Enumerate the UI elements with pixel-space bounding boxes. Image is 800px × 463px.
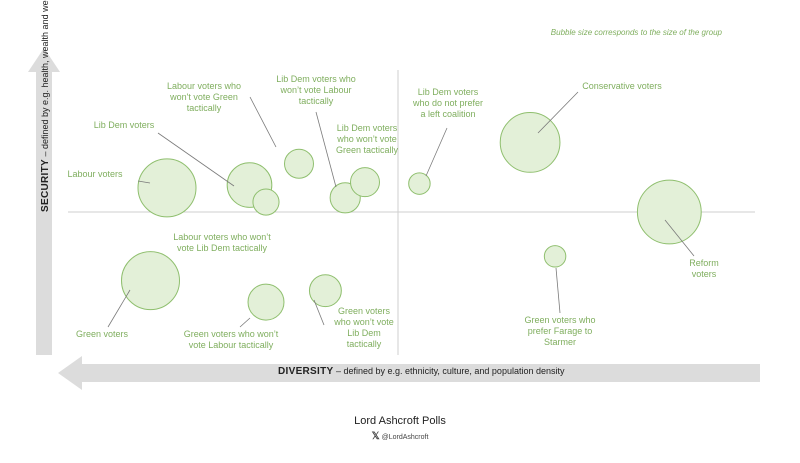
bubble xyxy=(499,112,561,173)
bubble-label: Reform voters xyxy=(689,258,719,279)
bubble-label-line: Starmer xyxy=(544,337,576,347)
footer-title: Lord Ashcroft Polls xyxy=(354,415,446,427)
leader-line xyxy=(664,219,695,257)
bubble-label: Green voters who won’t vote Labour tactic… xyxy=(184,329,279,350)
bubble-label-line: vote Lib Dem tactically xyxy=(177,243,268,253)
bubble-label-line: won’t vote Labour xyxy=(279,85,351,95)
bubble-label-line: Green voters xyxy=(76,329,129,339)
bubble-label-line: Green voters who won’t xyxy=(184,329,279,339)
leader-lines xyxy=(107,91,695,328)
x-axis-title: DIVERSITY xyxy=(278,366,334,377)
bubble-label-line: Labour voters who won’t xyxy=(173,232,271,242)
bubble-label: Lib Dem voters who won’t vote Green tactic… xyxy=(336,123,399,155)
bubble-label-line: who won’t vote xyxy=(333,317,394,327)
bubble-label-line: Labour voters who xyxy=(167,81,241,91)
label-layer: Labour voters Lib Dem voters Labour voters… xyxy=(67,74,718,350)
bubble-label: Conservative voters xyxy=(582,81,662,91)
footer-handle: @LordAshcroft xyxy=(381,434,429,441)
bubble-label: Lib Dem voters who won’t vote Labour tacti… xyxy=(276,74,356,106)
bubble-label-line: won't vote Green xyxy=(169,92,238,102)
bubble-label-line: who do not prefer xyxy=(412,98,483,108)
bubble-label-line: Green voters who xyxy=(524,315,595,325)
x-axis-arrow xyxy=(58,356,760,390)
bubble-label-line: tactically xyxy=(347,339,382,349)
leader-line xyxy=(315,111,337,188)
bubble xyxy=(247,283,285,321)
bubble xyxy=(121,251,180,311)
bubble-label-line: vote Labour tactically xyxy=(189,340,274,350)
bubble-label: Green voters xyxy=(76,329,129,339)
bubble xyxy=(284,148,314,179)
bubble xyxy=(636,179,702,245)
bubble-label-line: Reform xyxy=(689,258,719,268)
bubble-label-line: Lib Dem voters who xyxy=(276,74,356,84)
y-axis-label: SECURITY – defined by e.g. health, wealt… xyxy=(40,0,54,212)
bubble-label-line: who won’t vote xyxy=(336,134,397,144)
leader-line xyxy=(107,289,131,328)
bubble xyxy=(543,245,567,268)
size-note: Bubble size corresponds to the size of t… xyxy=(550,28,722,37)
bubble-label-line: Green voters xyxy=(338,306,391,316)
bubble-label-line: voters xyxy=(692,269,717,279)
bubble-label-line: Lib Dem voters xyxy=(418,87,479,97)
bubble-layer xyxy=(121,112,702,321)
bubble-label-line: tactically xyxy=(187,103,222,113)
bubble-label: Labour voters who won’t vote Lib Dem tact… xyxy=(173,232,271,253)
y-axis-arrow xyxy=(28,48,60,355)
bubble xyxy=(252,188,280,216)
y-axis-description: – defined by e.g. health, wealth and wel… xyxy=(40,0,50,160)
bubble xyxy=(350,167,380,198)
axis-arrows xyxy=(28,48,760,390)
bubble-label-line: Lib Dem voters xyxy=(94,120,155,130)
bubble xyxy=(308,274,342,308)
bubble-label-line: Conservative voters xyxy=(582,81,662,91)
bubble-label-line: tactically xyxy=(299,96,334,106)
bubble-label: Green voters who won’t vote Lib Dem tactica… xyxy=(333,306,394,349)
y-axis-title: SECURITY xyxy=(40,159,51,212)
footer-handle-row: 𝕏 @LordAshcroft xyxy=(0,431,800,442)
bubble-label-line: prefer Farage to xyxy=(528,326,593,336)
bubble-label: Lib Dem voters xyxy=(94,120,155,130)
leader-line xyxy=(157,132,235,187)
leader-line xyxy=(137,180,151,184)
x-axis-description: – defined by e.g. ethnicity, culture, an… xyxy=(333,366,565,376)
bubble-label: Labour voters who won't vote Green tactica… xyxy=(167,81,241,113)
bubble xyxy=(408,172,431,195)
x-logo-icon: 𝕏 xyxy=(371,431,380,442)
bubble-label-line: Lib Dem voters xyxy=(337,123,398,133)
leader-line xyxy=(425,127,448,177)
bubble-label: Lib Dem voters who do not prefer a left co… xyxy=(412,87,483,119)
leader-line xyxy=(249,96,277,148)
leader-line xyxy=(537,91,579,134)
bubble-label-line: Lib Dem xyxy=(347,328,381,338)
bubble-label-line: Labour voters xyxy=(67,169,123,179)
bubble-label-line: Green tactically xyxy=(336,145,399,155)
bubble xyxy=(137,158,197,218)
bubble-label: Green voters who prefer Farage to Starmer xyxy=(524,315,595,347)
leader-line xyxy=(239,317,251,328)
leader-line xyxy=(555,267,561,314)
bubble-label: Labour voters xyxy=(67,169,123,179)
bubble-label-line: a left coalition xyxy=(420,109,475,119)
x-axis-label: DIVERSITY – defined by e.g. ethnicity, c… xyxy=(278,366,565,377)
leader-line xyxy=(313,299,325,326)
